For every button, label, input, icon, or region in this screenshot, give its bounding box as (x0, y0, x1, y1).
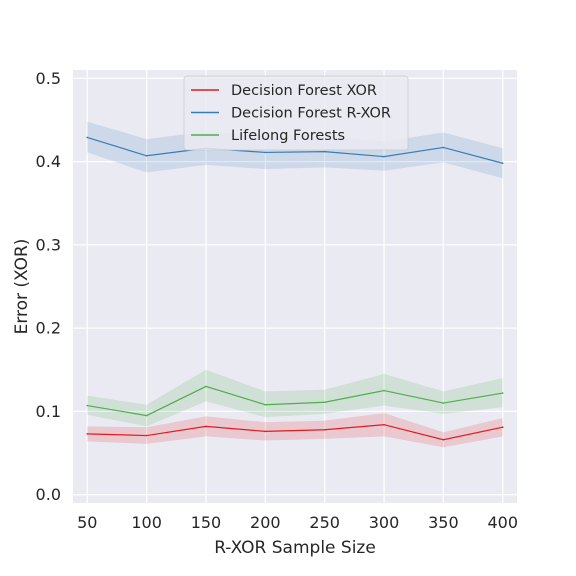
data-point (205, 385, 207, 388)
series-line (87, 136, 503, 164)
x-tick-label: 250 (309, 513, 340, 532)
data-point (264, 151, 267, 154)
error-band (87, 369, 503, 427)
data-point (323, 401, 326, 404)
legend-entry: Decision Forest XOR (231, 83, 377, 99)
series-line (87, 385, 503, 417)
data-point (383, 389, 385, 392)
y-tick-label: 0.5 (36, 69, 61, 88)
data-point (145, 414, 148, 417)
x-tick-label: 350 (428, 513, 459, 532)
legend-entry: Decision Forest R-XOR (231, 106, 391, 122)
y-tick-label: 0.3 (36, 235, 61, 254)
data-point (323, 428, 326, 431)
data-point (264, 403, 267, 406)
series-lines (86, 136, 504, 441)
data-point (205, 425, 207, 428)
y-tick-label: 0.0 (36, 485, 61, 504)
x-tick-label: 50 (77, 513, 97, 532)
data-point (86, 136, 89, 139)
data-point (383, 423, 385, 426)
data-point (145, 154, 148, 157)
series-line (87, 424, 503, 441)
y-tick-label: 0.2 (36, 319, 61, 338)
data-point (86, 404, 89, 407)
legend: Decision Forest XOR Decision Forest R-XOR… (183, 75, 409, 151)
data-point (501, 426, 504, 429)
x-tick-label: 300 (369, 513, 400, 532)
data-point (145, 434, 148, 437)
x-tick-label: 100 (131, 513, 162, 532)
y-tick-label: 0.4 (36, 152, 61, 171)
y-tick-label: 0.1 (36, 402, 61, 421)
x-axis-label: R-XOR Sample Size (214, 538, 376, 558)
data-point (501, 392, 504, 394)
data-point (383, 155, 385, 158)
x-tick-label: 200 (250, 513, 281, 532)
y-tick-labels: 0.0 0.1 0.2 0.3 0.4 0.5 (36, 69, 61, 504)
legend-box (183, 75, 409, 151)
y-axis-label: Error (XOR) (12, 239, 32, 335)
data-point (442, 146, 445, 149)
x-tick-label: 150 (191, 513, 222, 532)
data-point (323, 150, 326, 153)
data-point (442, 438, 445, 441)
x-tick-label: 400 (487, 513, 518, 532)
x-tick-labels: 50 100 150 200 250 300 350 400 (77, 513, 518, 532)
data-point (264, 430, 267, 433)
data-point (442, 402, 445, 404)
data-point (501, 162, 504, 165)
data-point (86, 433, 89, 435)
legend-entry: Lifelong Forests (231, 128, 345, 144)
